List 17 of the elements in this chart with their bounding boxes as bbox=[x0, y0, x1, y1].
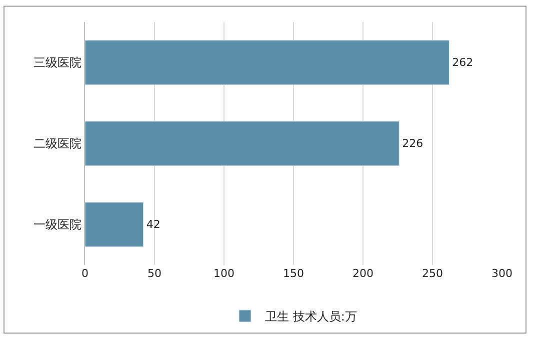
bar bbox=[85, 120, 400, 166]
x-tick-label: 100 bbox=[214, 267, 234, 280]
x-tick-label: 300 bbox=[492, 267, 512, 280]
bar bbox=[85, 202, 144, 248]
x-tick-label: 150 bbox=[283, 267, 304, 280]
y-tick-label: 一级医院 bbox=[34, 218, 82, 232]
data-label: 226 bbox=[402, 137, 424, 150]
x-tick-label: 250 bbox=[422, 267, 443, 280]
bar bbox=[85, 40, 450, 86]
y-tick-label: 二级医院 bbox=[34, 136, 82, 151]
data-label: 262 bbox=[452, 56, 474, 69]
x-tick-label: 50 bbox=[148, 267, 162, 280]
legend-label: 卫生 技术人员:万 bbox=[265, 310, 357, 324]
y-tick-label: 三级医院 bbox=[34, 56, 82, 70]
data-label: 42 bbox=[146, 218, 160, 232]
x-tick-label: 200 bbox=[352, 267, 374, 280]
x-tick-label: 0 bbox=[82, 267, 88, 280]
